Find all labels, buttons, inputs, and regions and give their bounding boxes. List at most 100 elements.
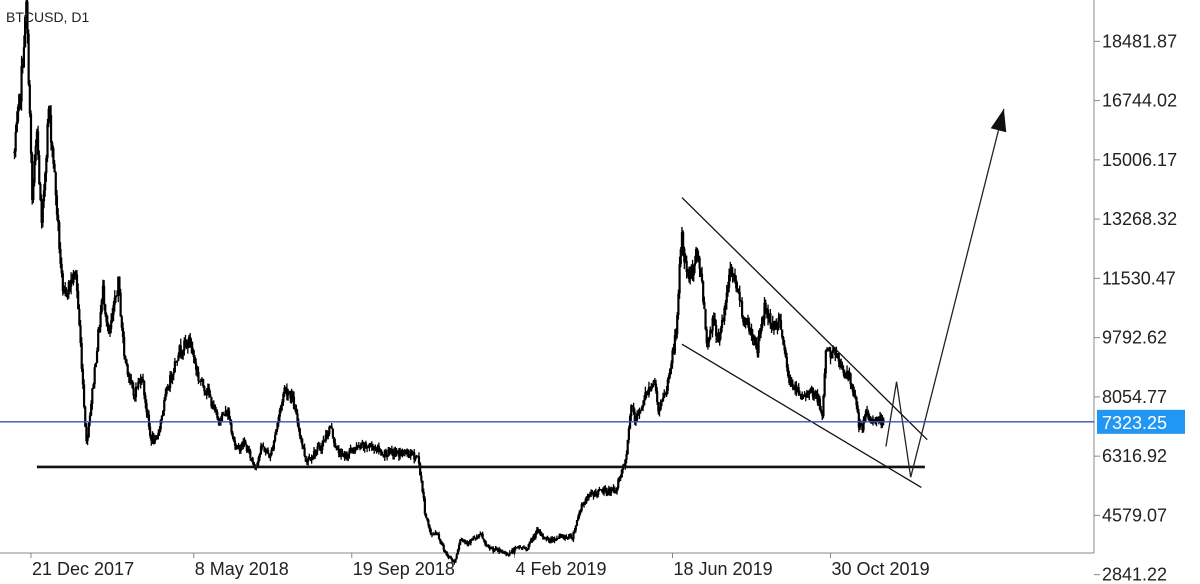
candle — [137, 377, 140, 391]
candle — [243, 437, 246, 448]
candle — [364, 440, 368, 449]
candle — [316, 442, 319, 455]
candle — [439, 538, 442, 544]
candle — [424, 512, 428, 519]
candle — [462, 539, 465, 543]
candle — [614, 490, 618, 494]
candle — [433, 533, 436, 536]
candle — [20, 55, 23, 111]
candle — [18, 93, 21, 112]
candle — [69, 272, 73, 295]
candle — [123, 331, 126, 360]
candles-layer — [13, 0, 885, 565]
candle — [768, 313, 771, 323]
candle — [317, 441, 320, 448]
candle — [360, 442, 363, 450]
candle — [814, 389, 817, 399]
candle — [324, 429, 327, 443]
candle — [307, 456, 310, 466]
candle — [329, 425, 332, 428]
candle — [442, 543, 445, 553]
candle — [667, 372, 671, 384]
candle — [661, 392, 665, 403]
candle — [223, 413, 226, 417]
candle — [51, 140, 54, 158]
candle — [22, 35, 26, 69]
candle — [362, 441, 365, 451]
candle — [179, 338, 182, 359]
candle — [558, 533, 561, 540]
candle — [382, 454, 385, 458]
candle — [478, 534, 481, 539]
candle — [490, 546, 494, 550]
candle — [612, 484, 615, 493]
candle — [107, 323, 110, 335]
candle — [274, 431, 277, 443]
y-tick-label: 8054.77 — [1102, 387, 1167, 407]
candle — [358, 445, 362, 451]
candle — [104, 303, 107, 317]
candle — [28, 80, 31, 118]
candle — [262, 442, 265, 448]
candle — [569, 533, 573, 540]
candle — [739, 299, 743, 303]
candle — [14, 124, 17, 158]
candle — [542, 536, 546, 540]
candle — [638, 407, 641, 419]
candle — [453, 559, 456, 565]
candle — [149, 422, 152, 439]
candle — [25, 0, 28, 29]
candle — [637, 409, 640, 417]
candle — [88, 412, 92, 427]
candle — [198, 380, 201, 383]
candle — [29, 110, 33, 164]
candle — [499, 548, 502, 553]
candle — [21, 57, 24, 74]
candle — [341, 448, 344, 457]
candle — [750, 323, 753, 341]
y-tick-label: 6316.92 — [1102, 446, 1167, 466]
candle — [713, 312, 717, 326]
candle — [154, 435, 158, 441]
candle — [386, 455, 389, 461]
current-price-tag — [1097, 409, 1185, 434]
candle — [48, 105, 51, 122]
y-tick-label: 16744.02 — [1102, 91, 1177, 111]
candle — [729, 261, 732, 282]
candle — [353, 446, 356, 455]
candle — [565, 534, 568, 539]
candle — [786, 363, 790, 378]
candle — [86, 434, 89, 446]
candle — [646, 389, 649, 396]
candle — [597, 489, 600, 498]
candle — [213, 404, 217, 413]
candle — [749, 327, 752, 336]
candle — [35, 128, 38, 147]
candle — [446, 551, 449, 557]
candle — [231, 430, 234, 440]
candle — [685, 255, 688, 279]
candle — [112, 301, 115, 322]
candle — [595, 493, 599, 499]
candle — [704, 308, 707, 331]
candle — [796, 386, 799, 393]
candle — [717, 328, 720, 343]
candle — [237, 442, 240, 450]
candle — [663, 389, 666, 399]
candle — [354, 446, 357, 454]
candle — [838, 359, 842, 370]
candle — [532, 534, 535, 542]
candle — [678, 256, 681, 299]
candle — [410, 449, 413, 456]
x-tick-label: 19 Sep 2018 — [353, 559, 455, 579]
candle — [308, 453, 311, 460]
candle — [654, 379, 658, 394]
candle — [158, 426, 161, 437]
candle — [758, 328, 761, 342]
candle — [636, 410, 639, 423]
candle — [115, 290, 119, 297]
axes-layer — [0, 0, 1100, 576]
candle — [131, 380, 134, 389]
candle — [513, 546, 516, 555]
candle — [803, 391, 806, 398]
